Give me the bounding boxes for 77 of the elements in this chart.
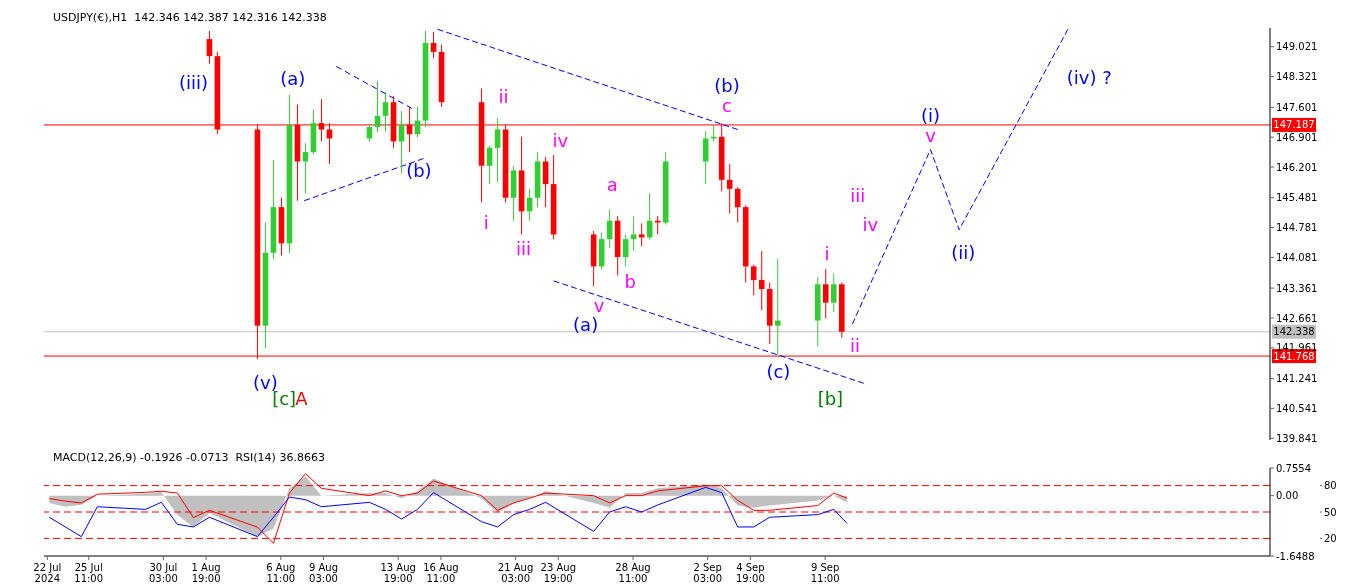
- line-series: [851, 28, 1069, 325]
- y-tick-label: 141.241: [1276, 373, 1318, 385]
- chart-title: USDJPY(€),H1 142.346 142.387 142.316 142.338: [50, 11, 330, 24]
- candlestick: [758, 250, 765, 311]
- annotation: b: [624, 271, 637, 293]
- annotation: iii: [516, 237, 532, 259]
- ref-line-label: 141.768: [1273, 350, 1315, 362]
- x-tick-label: 25 Jul 11:00: [74, 562, 104, 584]
- annotation: a: [606, 174, 618, 196]
- annotation: (i): [920, 105, 941, 127]
- annotation: (iii): [178, 71, 208, 93]
- annotation: [b]: [817, 388, 844, 410]
- annotation: ii: [498, 86, 509, 108]
- y-tick-label: 146.201: [1276, 161, 1318, 173]
- x-tick-label: 13 Aug 19:00: [380, 562, 416, 584]
- x-tick-label: 23 Aug 19:00: [540, 562, 576, 584]
- y-tick-label: 144.081: [1276, 251, 1318, 263]
- candlestick: [830, 273, 837, 313]
- candlestick: [734, 186, 741, 223]
- y-tick-label: -1.6488: [1276, 550, 1315, 562]
- y-tick-label: 148.321: [1276, 71, 1318, 83]
- y2-tick-label: 20: [1324, 532, 1337, 544]
- x-tick-label: 28 Aug 11:00: [615, 562, 651, 584]
- candlestick: [382, 91, 389, 132]
- annotation: v: [593, 295, 605, 317]
- annotation: iv: [552, 130, 569, 152]
- candlestick: [726, 163, 733, 215]
- y-tick-label: 149.021: [1276, 41, 1318, 53]
- annotation: c: [722, 95, 732, 117]
- y-tick-label: 143.361: [1276, 282, 1318, 294]
- y-tick-label: 142.661: [1276, 312, 1318, 324]
- annotation: A: [295, 388, 309, 410]
- candlestick: [750, 264, 757, 296]
- y2-tick-label: 50: [1324, 506, 1337, 518]
- candlestick: [486, 145, 493, 185]
- x-tick-label: 2 Sep 03:00: [693, 562, 723, 584]
- x-tick-label: 16 Aug 11:00: [423, 562, 459, 584]
- x-tick-label: 4 Sep 19:00: [735, 562, 765, 584]
- x-tick-label: 9 Sep 11:00: [810, 562, 840, 584]
- x-tick-label: 1 Aug 19:00: [191, 562, 221, 584]
- y-tick-label: 144.781: [1276, 222, 1318, 234]
- annotation: iii: [850, 184, 866, 206]
- x-tick-label: 22 Jul 2024: [33, 562, 62, 584]
- ref-line-label: 142.338: [1273, 326, 1315, 338]
- x-tick-label: 6 Aug 11:00: [266, 562, 296, 584]
- x-tick-label: 21 Aug 03:00: [497, 562, 534, 584]
- ref-line-label: 147.187: [1273, 119, 1315, 131]
- y-tick-label: 145.481: [1276, 192, 1318, 204]
- annotation: (ii): [951, 241, 976, 263]
- x-tick-label: 30 Jul 03:00: [148, 562, 178, 584]
- y-tick-label: 139.841: [1276, 432, 1318, 444]
- y2-tick-label: 80: [1324, 480, 1337, 492]
- candlestick: [542, 156, 549, 208]
- candlestick: [822, 268, 829, 319]
- annotation: iv: [862, 213, 879, 235]
- annotation: (a): [280, 67, 306, 89]
- y-tick-label: 140.541: [1276, 402, 1318, 414]
- annotation: (iv) ?: [1066, 66, 1112, 88]
- annotation: (c): [766, 360, 791, 382]
- y-tick-label: 0.00: [1276, 490, 1299, 502]
- annotation: v: [925, 124, 937, 146]
- x-tick-label: 9 Aug 03:00: [308, 562, 339, 584]
- candlestick: [430, 31, 437, 59]
- candlestick: [630, 215, 637, 252]
- annotation: i: [483, 211, 489, 233]
- candlestick: [774, 258, 781, 356]
- line-series: [48, 486, 848, 538]
- annotation: ii: [850, 335, 861, 357]
- chart-title: MACD(12,26,9) -0.1926 -0.0713 RSI(14) 36.8663: [50, 451, 328, 464]
- candlestick: [622, 233, 629, 267]
- annotation: (b): [406, 159, 432, 181]
- annotation: i: [824, 243, 830, 265]
- annotation: (b): [714, 75, 740, 97]
- y-tick-label: 146.901: [1276, 131, 1318, 143]
- y-tick-label: 0.7554: [1276, 462, 1311, 474]
- annotation: (a): [573, 314, 599, 336]
- y-tick-label: 147.601: [1276, 101, 1318, 113]
